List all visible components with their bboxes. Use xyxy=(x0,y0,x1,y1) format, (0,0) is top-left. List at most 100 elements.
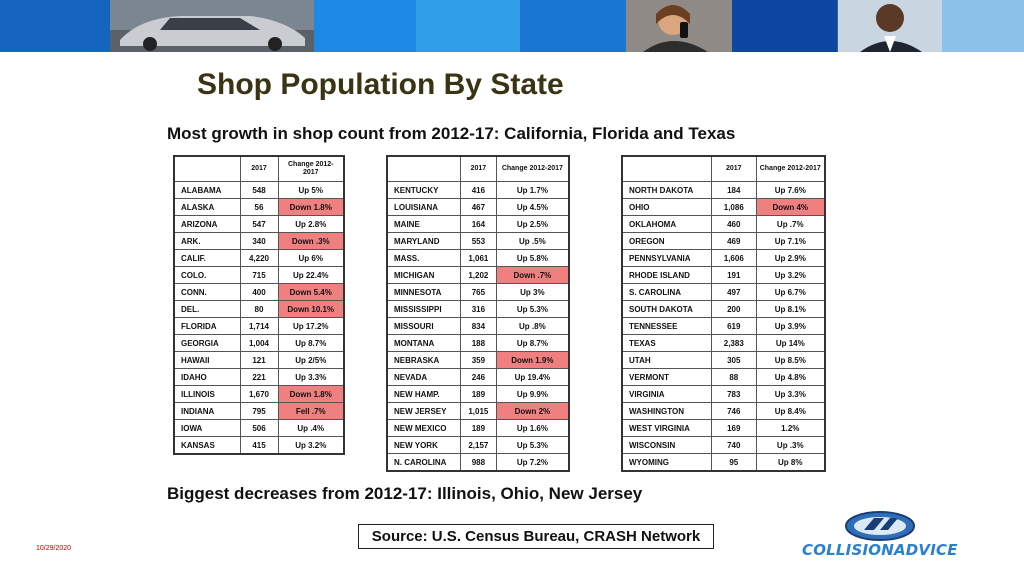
state-name-cell: FLORIDA xyxy=(173,317,241,335)
shop-count-cell: 988 xyxy=(460,453,497,472)
shop-count-cell: 1,015 xyxy=(460,402,497,420)
table-row: NEW JERSEY 1,015 Down 2% xyxy=(386,402,570,420)
change-cell: Up 8% xyxy=(755,453,826,472)
state-name-cell: ARK. xyxy=(173,232,241,250)
shop-count-cell: 547 xyxy=(239,215,279,233)
state-name-cell: TENNESSEE xyxy=(621,317,713,335)
table-row: DEL. 80 Down 10.1% xyxy=(173,300,345,318)
table-row: IDAHO 221 Up 3.3% xyxy=(173,368,345,386)
state-name-cell: COLO. xyxy=(173,266,241,284)
change-cell: Up 3.2% xyxy=(755,266,826,284)
shop-count-cell: 340 xyxy=(239,232,279,250)
shop-count-cell: 188 xyxy=(460,334,497,352)
state-name-cell: MARYLAND xyxy=(386,232,462,250)
table-row: N. CAROLINA 988 Up 7.2% xyxy=(386,453,570,472)
state-name-cell: DEL. xyxy=(173,300,241,318)
shop-count-cell: 2,157 xyxy=(460,436,497,454)
change-cell: Up 2/5% xyxy=(277,351,345,369)
banner-segment xyxy=(416,0,520,52)
shop-count-cell: 416 xyxy=(460,181,497,199)
table-header-row: 2017 Change 2012-2017 xyxy=(386,155,570,182)
change-cell: Up 3.2% xyxy=(277,436,345,455)
state-name-cell: OKLAHOMA xyxy=(621,215,713,233)
table-row: LOUISIANA 467 Up 4.5% xyxy=(386,198,570,216)
state-name-cell: NEBRASKA xyxy=(386,351,462,369)
table-header-row: 2017 Change 2012-2017 xyxy=(621,155,826,182)
table-row: ALASKA 56 Down 1.8% xyxy=(173,198,345,216)
decrease-note: Biggest decreases from 2012-17: Illinois… xyxy=(167,484,643,503)
table-row: MONTANA 188 Up 8.7% xyxy=(386,334,570,352)
banner-segment xyxy=(940,0,1024,52)
shop-count-cell: 246 xyxy=(460,368,497,386)
state-column-header xyxy=(173,155,241,182)
shop-count-cell: 191 xyxy=(711,266,757,284)
page-title: Shop Population By State xyxy=(197,68,564,101)
change-cell: Up 8.5% xyxy=(755,351,826,369)
shop-count-cell: 316 xyxy=(460,300,497,318)
shop-count-cell: 4,220 xyxy=(239,249,279,267)
shop-count-cell: 1,061 xyxy=(460,249,497,267)
shop-count-cell: 415 xyxy=(239,436,279,455)
state-table-2: 2017 Change 2012-2017 KENTUCKY 416 Up 1.7%… xyxy=(386,155,570,472)
shop-count-cell: 1,202 xyxy=(460,266,497,284)
change-cell: Up 8.4% xyxy=(755,402,826,420)
state-name-cell: NORTH DAKOTA xyxy=(621,181,713,199)
table-row: S. CAROLINA 497 Up 6.7% xyxy=(621,283,826,301)
state-column-header xyxy=(621,155,713,182)
table-row: ALABAMA 548 Up 5% xyxy=(173,181,345,199)
table-row: FLORIDA 1,714 Up 17.2% xyxy=(173,317,345,335)
change-cell: Up 8.7% xyxy=(495,334,570,352)
state-name-cell: MINNESOTA xyxy=(386,283,462,301)
state-name-cell: VIRGINIA xyxy=(621,385,713,403)
shop-count-cell: 783 xyxy=(711,385,757,403)
table-row: WASHINGTON 746 Up 8.4% xyxy=(621,402,826,420)
table-row: MINNESOTA 765 Up 3% xyxy=(386,283,570,301)
shop-count-cell: 121 xyxy=(239,351,279,369)
banner-segment xyxy=(519,0,626,52)
table-row: IOWA 506 Up .4% xyxy=(173,419,345,437)
change-cell: 1.2% xyxy=(755,419,826,437)
state-name-cell: OHIO xyxy=(621,198,713,216)
shop-count-cell: 95 xyxy=(711,453,757,472)
table-row: NEBRASKA 359 Down 1.9% xyxy=(386,351,570,369)
change-column-header: Change 2012-2017 xyxy=(755,155,826,182)
source-box: Source: U.S. Census Bureau, CRASH Networ… xyxy=(358,524,714,549)
change-cell: Up 3.9% xyxy=(755,317,826,335)
change-cell: Up 19.4% xyxy=(495,368,570,386)
change-cell: Up 22.4% xyxy=(277,266,345,284)
change-cell: Down 5.4% xyxy=(277,283,345,301)
shop-count-cell: 497 xyxy=(711,283,757,301)
table-row: VIRGINIA 783 Up 3.3% xyxy=(621,385,826,403)
change-cell: Down 1.8% xyxy=(277,385,345,403)
shop-count-cell: 460 xyxy=(711,215,757,233)
state-name-cell: NEVADA xyxy=(386,368,462,386)
change-cell: Up 9.9% xyxy=(495,385,570,403)
table-row: OKLAHOMA 460 Up .7% xyxy=(621,215,826,233)
state-name-cell: ILLINOIS xyxy=(173,385,241,403)
change-cell: Down .3% xyxy=(277,232,345,250)
state-name-cell: MASS. xyxy=(386,249,462,267)
table-row: VERMONT 88 Up 4.8% xyxy=(621,368,826,386)
state-name-cell: SOUTH DAKOTA xyxy=(621,300,713,318)
shop-count-cell: 189 xyxy=(460,419,497,437)
shop-count-cell: 1,670 xyxy=(239,385,279,403)
shop-count-cell: 548 xyxy=(239,181,279,199)
change-cell: Up 5.8% xyxy=(495,249,570,267)
state-name-cell: KENTUCKY xyxy=(386,181,462,199)
state-name-cell: KANSAS xyxy=(173,436,241,455)
change-cell: Down 10.1% xyxy=(277,300,345,318)
slide-date: 10/29/2020 xyxy=(36,545,72,552)
table-row: GEORGIA 1,004 Up 8.7% xyxy=(173,334,345,352)
table-header-row: 2017 Change 2012-2017 xyxy=(173,155,345,182)
table-row: TENNESSEE 619 Up 3.9% xyxy=(621,317,826,335)
change-column-header: Change 2012-2017 xyxy=(495,155,570,182)
change-cell: Up 2.8% xyxy=(277,215,345,233)
shop-count-cell: 1,004 xyxy=(239,334,279,352)
table-row: WISCONSIN 740 Up .3% xyxy=(621,436,826,454)
table-row: CALIF. 4,220 Up 6% xyxy=(173,249,345,267)
state-name-cell: WEST VIRGINIA xyxy=(621,419,713,437)
shop-count-cell: 56 xyxy=(239,198,279,216)
table-row: NEW HAMP. 189 Up 9.9% xyxy=(386,385,570,403)
state-name-cell: MISSOURI xyxy=(386,317,462,335)
shop-count-cell: 467 xyxy=(460,198,497,216)
